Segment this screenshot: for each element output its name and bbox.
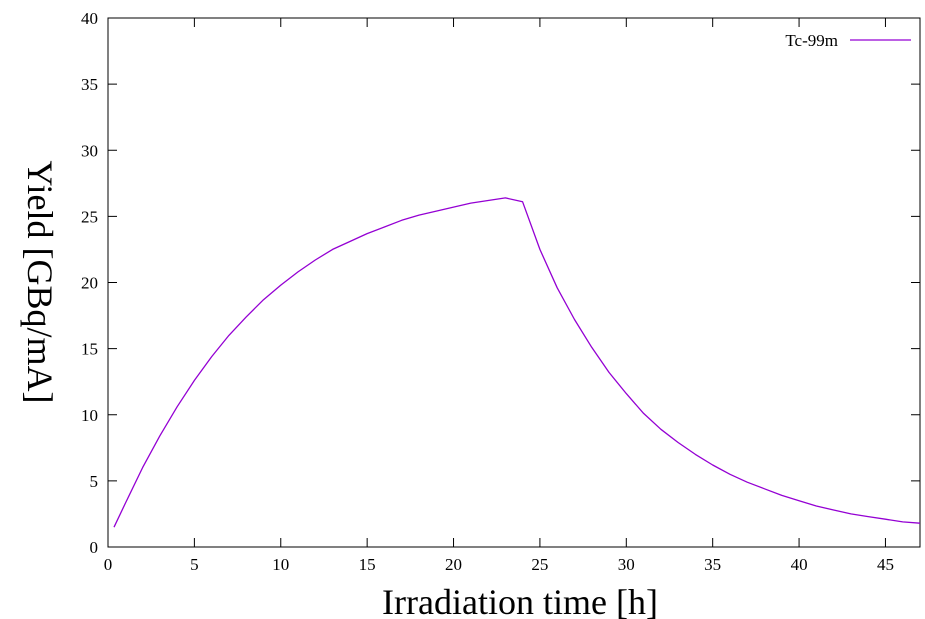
series-line-tc-99m (113, 197, 921, 528)
series-layer (113, 197, 921, 528)
x-tick-label: 40 (791, 555, 808, 574)
plot-frame (107, 17, 921, 548)
x-tick-label: 35 (704, 555, 721, 574)
x-tick-label: 30 (618, 555, 635, 574)
x-tick-label: 15 (359, 555, 376, 574)
y-axis-title: Yield [GBq/mA] (20, 161, 60, 404)
y-tick-label: 30 (81, 141, 98, 160)
x-tick-label: 25 (531, 555, 548, 574)
y-tick-label: 5 (90, 472, 99, 491)
y-tick-label: 25 (81, 207, 98, 226)
y-tick-label: 15 (81, 340, 98, 359)
legend-label: Tc-99m (785, 31, 838, 50)
y-tick-label: 0 (90, 538, 99, 557)
x-tick-label: 45 (877, 555, 894, 574)
x-tick-label: 0 (104, 555, 113, 574)
y-tick-label: 35 (81, 75, 98, 94)
y-tick-label: 20 (81, 274, 98, 293)
legend: Tc-99m (785, 31, 911, 50)
x-axis-title: Irradiation time [h] (382, 582, 658, 619)
x-tick-label: 10 (272, 555, 289, 574)
y-tick-label: 40 (81, 9, 98, 28)
x-tick-label: 20 (445, 555, 462, 574)
x-tick-label: 5 (190, 555, 199, 574)
axis-ticks: 0 5 10 15 20 25 30 35 40 45 0 5 10 15 20 25 30 35 40 (81, 9, 920, 574)
y-tick-label: 10 (81, 406, 98, 425)
